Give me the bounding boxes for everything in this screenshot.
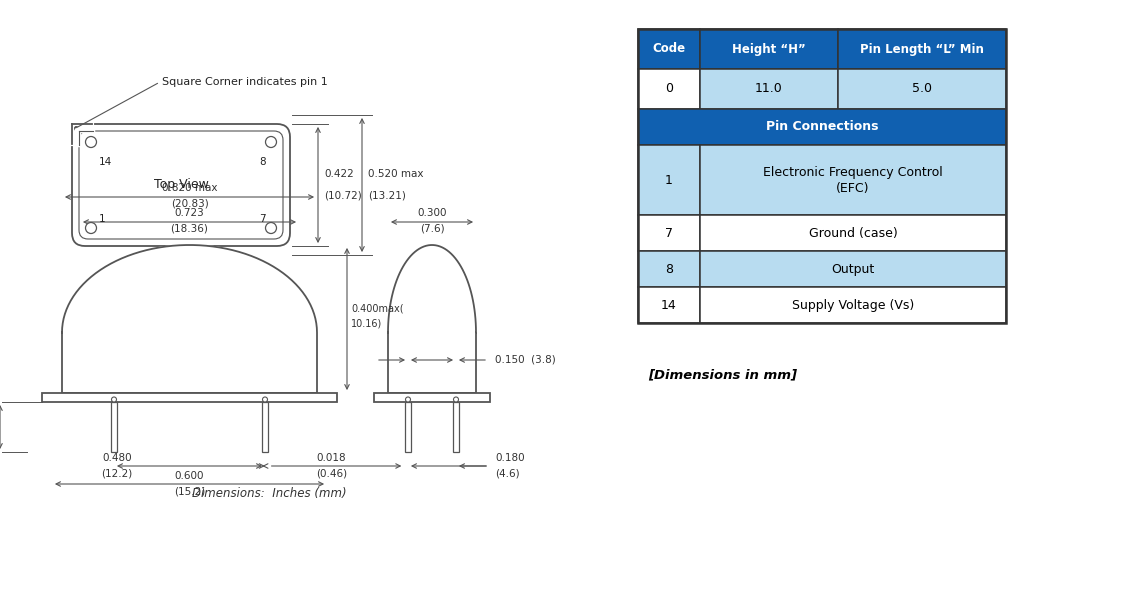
Bar (638, 215, 700, 251)
FancyBboxPatch shape (72, 124, 290, 246)
Text: 0.180: 0.180 (495, 453, 525, 463)
Text: (12.2): (12.2) (101, 469, 133, 479)
Bar (638, 69, 700, 109)
Bar (111, 402, 117, 452)
Bar (42, 393, 337, 402)
Text: 0.400max(: 0.400max( (351, 304, 404, 314)
Polygon shape (62, 245, 317, 393)
Bar (638, 109, 1006, 145)
FancyBboxPatch shape (79, 131, 283, 239)
Text: 0.150  (3.8): 0.150 (3.8) (495, 355, 555, 365)
Text: 8: 8 (260, 157, 266, 167)
Bar (453, 402, 459, 452)
Bar (700, 145, 1006, 215)
Text: Electronic Frequency Control
(EFC): Electronic Frequency Control (EFC) (763, 165, 943, 195)
Bar (262, 402, 268, 452)
Text: 1: 1 (665, 174, 673, 186)
Bar (638, 29, 700, 69)
Text: 7: 7 (665, 227, 673, 240)
Bar (638, 145, 700, 215)
Text: 5.0: 5.0 (912, 82, 932, 96)
Text: Pin Connections: Pin Connections (765, 120, 878, 133)
Polygon shape (388, 245, 475, 393)
Text: (20.83): (20.83) (171, 199, 208, 209)
Text: (4.6): (4.6) (495, 469, 519, 479)
Text: 0.820 max: 0.820 max (162, 183, 217, 193)
Text: [Dimensions in mm]: [Dimensions in mm] (649, 368, 797, 382)
Bar (700, 287, 1006, 323)
Text: 10.16): 10.16) (351, 319, 382, 329)
Text: 11.0: 11.0 (755, 82, 783, 96)
Bar (700, 69, 839, 109)
Text: 14: 14 (661, 299, 677, 311)
Text: Output: Output (832, 263, 874, 275)
Text: 0.480: 0.480 (102, 453, 132, 463)
Bar (839, 29, 1006, 69)
Bar (406, 402, 410, 452)
Circle shape (406, 397, 410, 402)
Bar (700, 251, 1006, 287)
Text: Height “H”: Height “H” (732, 43, 806, 55)
Bar (638, 251, 700, 287)
Text: (10.72): (10.72) (324, 191, 362, 201)
Text: (15.2): (15.2) (174, 487, 205, 497)
Text: (18.36): (18.36) (171, 224, 208, 234)
Bar (700, 29, 839, 69)
Circle shape (453, 397, 459, 402)
Text: Dimensions:  Inches (mm): Dimensions: Inches (mm) (192, 487, 347, 501)
Text: 0.300: 0.300 (417, 208, 446, 218)
Circle shape (111, 397, 117, 402)
Text: Code: Code (652, 43, 686, 55)
Circle shape (265, 222, 277, 234)
Bar (700, 215, 1006, 251)
Text: Supply Voltage (Vs): Supply Voltage (Vs) (792, 299, 914, 311)
Circle shape (265, 136, 277, 147)
Text: 14: 14 (99, 157, 112, 167)
Bar (638, 29, 1006, 323)
Text: Square Corner indicates pin 1: Square Corner indicates pin 1 (162, 77, 328, 87)
Text: Top View: Top View (154, 178, 208, 192)
Text: 0.422: 0.422 (324, 169, 354, 179)
Text: Pin Length “L” Min: Pin Length “L” Min (860, 43, 984, 55)
Text: 0.600: 0.600 (174, 471, 205, 481)
Text: Ground (case): Ground (case) (808, 227, 897, 240)
Text: (7.6): (7.6) (419, 224, 444, 234)
Text: (13.21): (13.21) (368, 191, 406, 201)
Text: 0.723: 0.723 (174, 208, 205, 218)
Text: 0.520 max: 0.520 max (368, 169, 424, 179)
Bar (839, 69, 1006, 109)
Bar (638, 287, 700, 323)
Text: 8: 8 (665, 263, 673, 275)
Text: (0.46): (0.46) (316, 469, 347, 479)
Circle shape (85, 222, 97, 234)
Text: 0.018: 0.018 (317, 453, 346, 463)
Bar (374, 393, 490, 402)
Text: 7: 7 (260, 214, 266, 224)
Circle shape (85, 136, 97, 147)
Text: 0: 0 (665, 82, 673, 96)
Text: 1: 1 (99, 214, 106, 224)
Circle shape (263, 397, 268, 402)
